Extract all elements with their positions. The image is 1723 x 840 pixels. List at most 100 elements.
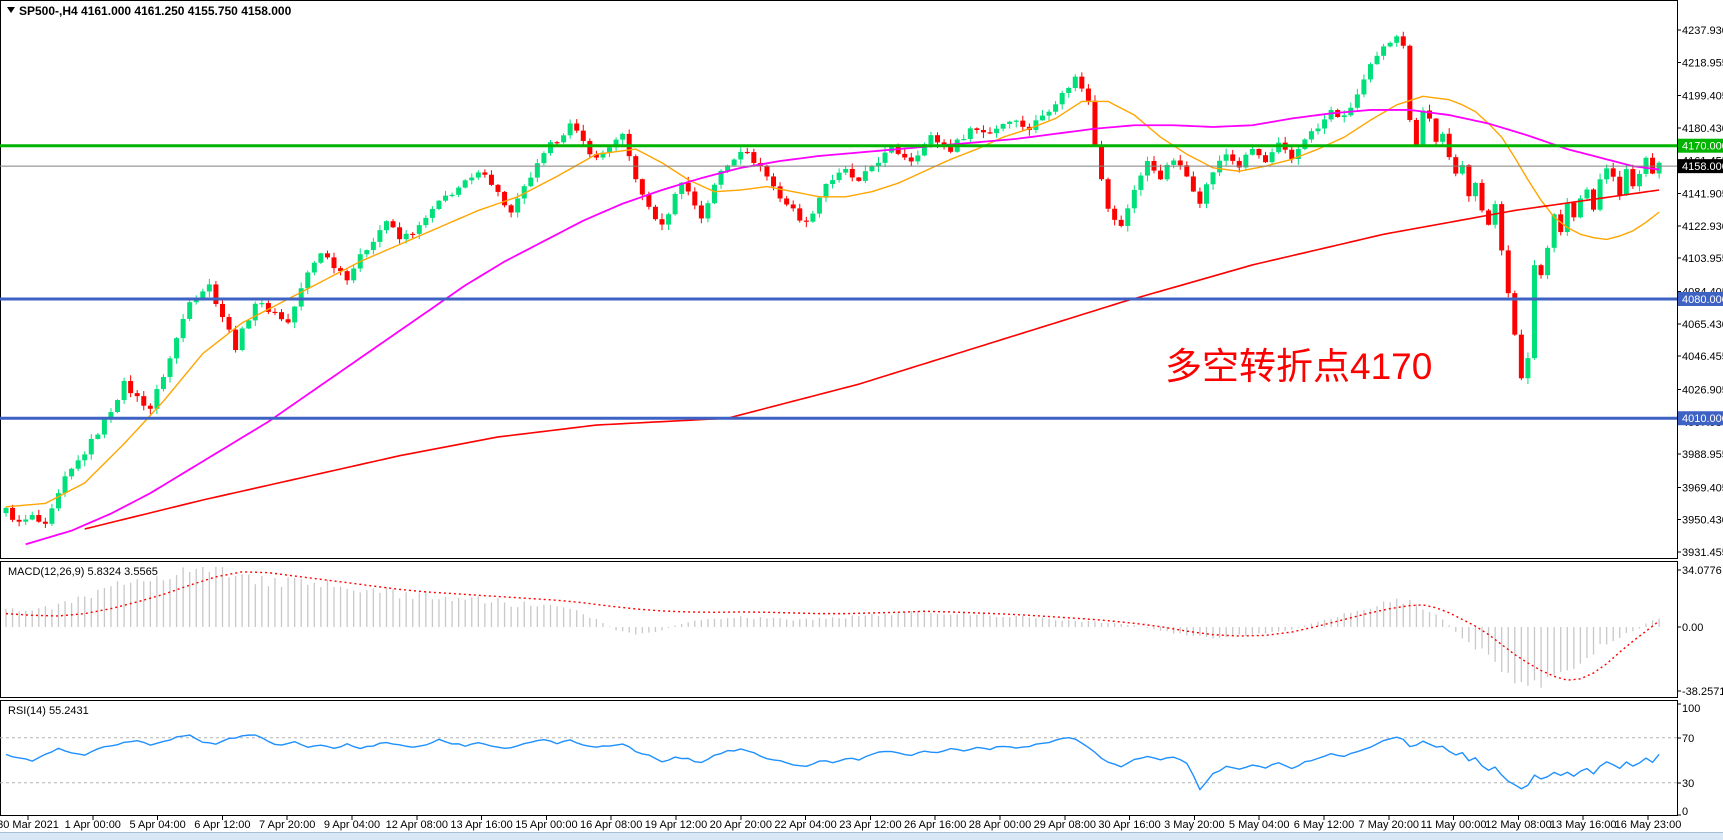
chevron-down-icon[interactable] xyxy=(7,7,15,13)
candle-body xyxy=(1486,210,1492,225)
candle-body xyxy=(600,152,606,158)
candle-body xyxy=(1597,179,1603,210)
candle-body xyxy=(882,152,888,163)
candle-body xyxy=(797,208,803,221)
candle-body xyxy=(55,493,61,509)
price-axis-label: 4065.430 xyxy=(1682,319,1723,331)
candle-body xyxy=(935,135,941,143)
candle-body xyxy=(1394,36,1400,43)
price-axis-label: 4046.455 xyxy=(1682,351,1723,363)
candle-body xyxy=(1361,79,1367,95)
candle-body xyxy=(639,179,645,195)
candle-body xyxy=(862,171,868,181)
candle-body xyxy=(495,184,501,192)
candle-body xyxy=(613,139,619,148)
candle-body xyxy=(1092,100,1098,145)
rsi-line xyxy=(5,734,1660,791)
candle-body xyxy=(692,191,698,206)
candle-body xyxy=(1053,104,1059,112)
candle-body xyxy=(1630,169,1636,187)
time-axis-label: 28 Apr 00:00 xyxy=(969,819,1031,831)
candle-body xyxy=(1131,189,1137,209)
candle-body xyxy=(1367,64,1373,80)
candle-body xyxy=(718,170,724,185)
candle-body xyxy=(738,151,744,160)
candle-body xyxy=(1499,204,1505,251)
ma-line-fast xyxy=(5,95,1660,508)
hline-4010-box[interactable] xyxy=(1678,411,1723,426)
candle-body xyxy=(233,329,239,350)
candle-body xyxy=(423,217,429,226)
time-axis-label: 26 Apr 16:00 xyxy=(904,819,966,831)
time-axis[interactable]: 30 Mar 2021 1 Apr 00:00 5 Apr 04:00 6 Apr 1… xyxy=(0,816,1681,831)
candle-body xyxy=(160,377,166,390)
candle-body xyxy=(561,135,567,143)
candle-body xyxy=(1604,168,1610,180)
rsi-axis-label: 70 xyxy=(1682,733,1694,745)
candle-body xyxy=(1505,250,1511,294)
time-axis-label: 20 Apr 20:00 xyxy=(710,819,772,831)
time-axis-label: 6 Apr 12:00 xyxy=(194,819,250,831)
candle-body xyxy=(731,159,737,166)
candle-body xyxy=(823,184,829,198)
price-axis[interactable]: 4237.9304218.9554199.4054180.4304161.455… xyxy=(1677,25,1723,559)
candle-body xyxy=(344,271,350,281)
candle-body xyxy=(82,454,88,461)
time-axis-label: 30 Mar 2021 xyxy=(0,819,59,831)
hline-4080-box[interactable] xyxy=(1678,292,1723,306)
candle-body xyxy=(462,180,468,188)
candle-body xyxy=(351,268,357,281)
annotation-text[interactable]: 多空转折点4170 xyxy=(1165,346,1432,387)
candle-body xyxy=(698,205,704,219)
current-price-label: 4158.000 xyxy=(1682,161,1723,173)
candle-body xyxy=(784,198,790,205)
candle-body xyxy=(429,208,435,218)
candle-body xyxy=(1466,165,1472,197)
time-axis-label: 3 May 20:00 xyxy=(1164,819,1225,831)
candle-body xyxy=(16,519,22,522)
candle-body xyxy=(1459,165,1465,174)
candle-body xyxy=(239,328,245,350)
candle-body xyxy=(1190,176,1196,192)
candle-body xyxy=(88,438,94,455)
candle-body xyxy=(3,507,9,514)
candle-body xyxy=(338,268,344,272)
candle-body xyxy=(974,128,980,130)
candle-body xyxy=(443,195,449,201)
candle-body xyxy=(502,191,508,206)
candle-body xyxy=(272,311,278,314)
candle-body xyxy=(1184,165,1190,177)
candle-body xyxy=(259,303,265,305)
horizontal-scrollbar[interactable] xyxy=(0,832,1723,840)
hline-4010-label: 4010.000 xyxy=(1682,413,1723,425)
candle-body xyxy=(1354,94,1360,108)
candle-body xyxy=(659,219,665,225)
macd-axis-label: -38.2571 xyxy=(1682,686,1723,698)
candle-body xyxy=(1479,182,1485,211)
candle-body xyxy=(980,129,986,133)
time-axis-label: 7 May 20:00 xyxy=(1359,819,1420,831)
candle-body xyxy=(1171,160,1177,165)
candle-body xyxy=(803,220,809,222)
macd-axis-label: 34.0776 xyxy=(1682,565,1722,577)
ma-line-medium xyxy=(25,109,1660,546)
candle-body xyxy=(810,213,816,222)
candle-body xyxy=(908,157,914,162)
candle-body xyxy=(679,182,685,194)
candle-body xyxy=(383,221,389,231)
current-price-box[interactable] xyxy=(1678,159,1723,174)
candle-body xyxy=(1020,120,1026,127)
candle-body xyxy=(541,153,547,164)
candle-body xyxy=(298,288,304,307)
candle-body xyxy=(1197,191,1203,204)
candle-body xyxy=(620,133,626,140)
candle-body xyxy=(816,197,822,214)
macd-panel-border xyxy=(0,561,1678,698)
hline-4080-label: 4080.000 xyxy=(1682,294,1723,306)
candle-body xyxy=(1315,128,1321,132)
candle-body xyxy=(180,318,186,339)
hline-4170-box[interactable] xyxy=(1678,138,1723,153)
candle-body xyxy=(607,147,613,153)
candle-body xyxy=(1033,120,1039,130)
